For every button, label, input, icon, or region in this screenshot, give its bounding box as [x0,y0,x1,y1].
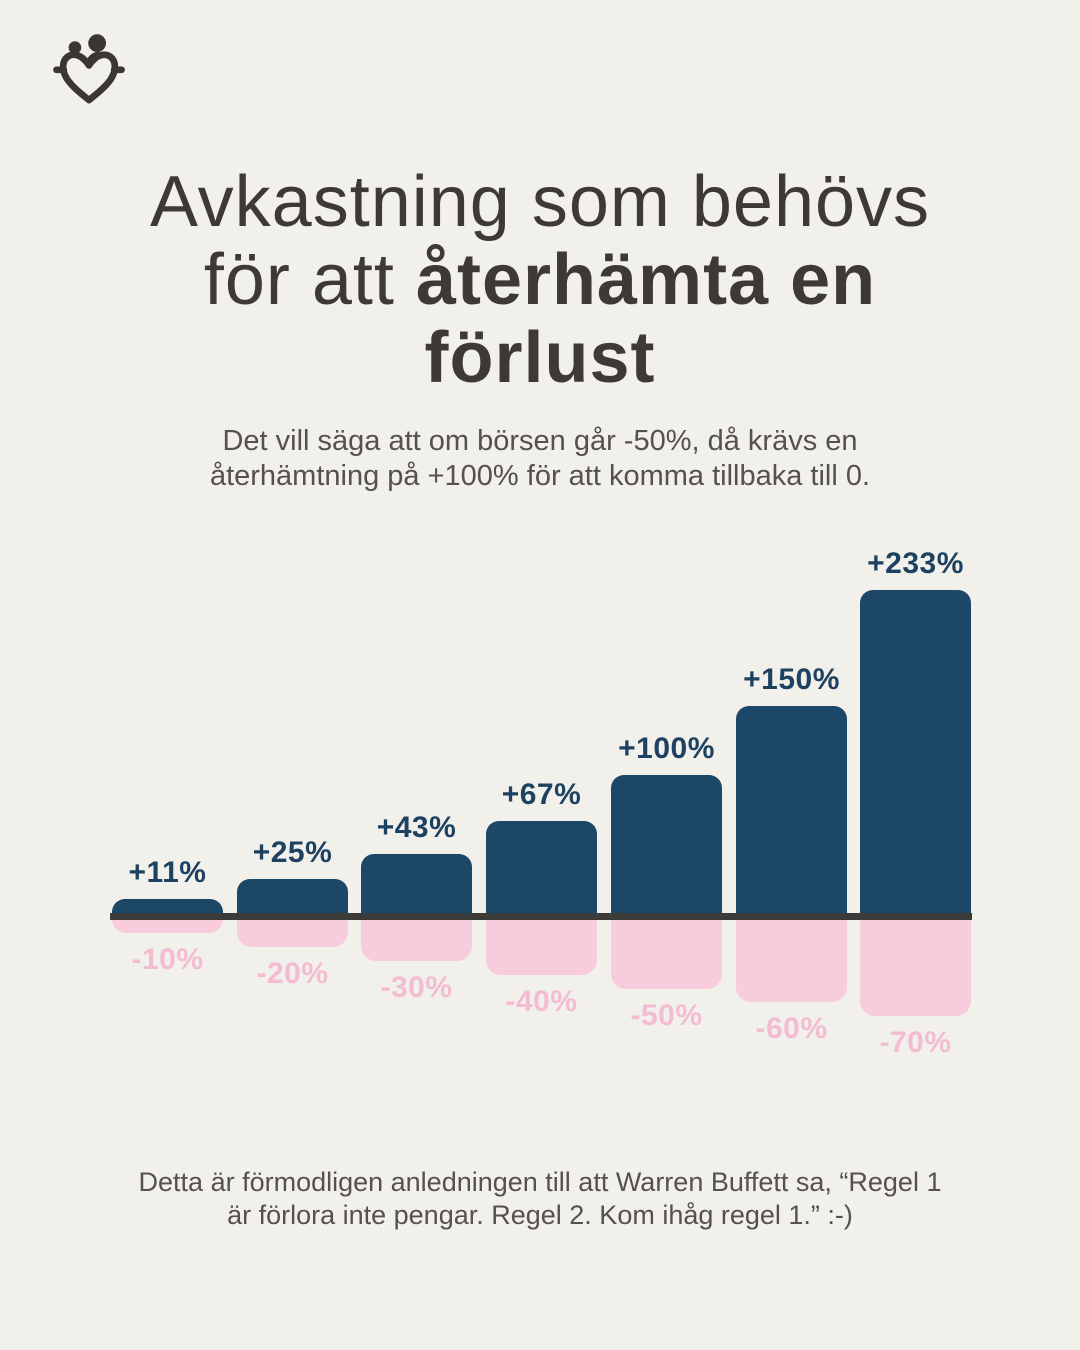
gain-label: +233% [867,547,964,580]
loss-label: -20% [256,957,329,990]
gain-bar [736,706,847,914]
title-line-2-bold: återhämta en [415,240,877,320]
title-line-2: för att återhämta en [0,241,1080,319]
gain-bar [361,854,472,914]
title-line-3: förlust [424,318,656,398]
loss-label: -40% [505,985,578,1018]
subtitle: Det vill säga att om börsen går -50%, då… [0,424,1080,494]
loss-bar [736,919,847,1002]
caption-line-2: är förlora inte pengar. Regel 2. Kom ihå… [227,1200,853,1230]
loss-bar [237,919,348,947]
loss-bar [361,919,472,961]
gain-label: +25% [252,836,333,869]
loss-bar [611,919,722,989]
page-title: Avkastning som behövs för att återhämta … [0,163,1080,397]
gain-label: +11% [128,856,207,889]
gain-label: +100% [618,732,715,765]
loss-bar [860,919,971,1016]
title-line-1: Avkastning som behövs [149,162,931,242]
subtitle-line-1: Det vill säga att om börsen går -50%, då… [222,425,858,457]
footer-caption: Detta är förmodligen anledningen till at… [0,1166,1080,1232]
gain-label: +67% [501,778,582,811]
gain-bar [237,879,348,914]
loss-label: -70% [879,1026,952,1059]
gain-label: +43% [376,811,457,844]
caption-line-1: Detta är förmodligen anledningen till at… [138,1167,942,1197]
logo [52,34,126,110]
loss-label: -30% [380,971,453,1004]
heart-two-people-icon [53,34,125,104]
gain-bar [860,590,971,914]
gain-label: +150% [743,663,840,696]
title-line-2-regular: för att [203,240,416,320]
loss-label: -60% [755,1012,828,1045]
gain-bar [112,899,223,914]
zero-axis-line [110,913,972,920]
gain-bar [611,775,722,914]
subtitle-line-2: återhämtning på +100% för att komma till… [209,460,871,492]
loss-bar [112,919,223,933]
loss-label: -10% [131,943,204,976]
loss-bar [486,919,597,975]
loss-label: -50% [630,999,703,1032]
gain-bar [486,821,597,914]
